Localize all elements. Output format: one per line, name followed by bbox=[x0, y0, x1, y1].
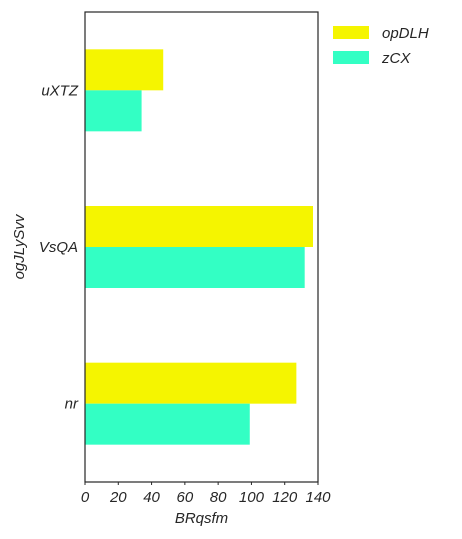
x-tick-label: 80 bbox=[210, 489, 227, 506]
bar-opDLH-nr bbox=[85, 362, 297, 404]
legend-swatch-zCX bbox=[333, 51, 369, 64]
x-tick-label: 140 bbox=[305, 489, 331, 506]
bar-zCX-nr bbox=[85, 403, 250, 445]
bar-opDLH-uXTZ bbox=[85, 49, 164, 91]
bar-zCX-VsQA bbox=[85, 247, 305, 288]
legend: opDLH zCX bbox=[333, 25, 429, 67]
legend-label-opDLH: opDLH bbox=[382, 25, 429, 42]
bar-opDLH-VsQA bbox=[85, 206, 314, 247]
bars-group bbox=[85, 49, 314, 445]
y-tick-label: uXTZ bbox=[41, 82, 79, 99]
plot-frame bbox=[84, 11, 319, 483]
x-tick-label: 60 bbox=[177, 489, 194, 506]
bar-zCX-uXTZ bbox=[85, 90, 142, 132]
y-tick-label: VsQA bbox=[39, 239, 78, 256]
x-tick-label: 20 bbox=[109, 489, 127, 506]
x-tick-label: 40 bbox=[143, 489, 160, 506]
x-axis-ticks: 0 20 40 60 80 100 120 140 bbox=[81, 482, 331, 506]
x-tick-label: 100 bbox=[239, 489, 265, 506]
legend-swatch-opDLH bbox=[333, 26, 369, 39]
x-axis-label: BRqsfm bbox=[175, 510, 228, 527]
y-axis-ticks: uXTZ VsQA nr bbox=[39, 82, 79, 412]
y-tick-label: nr bbox=[65, 396, 79, 413]
x-tick-label: 120 bbox=[272, 489, 298, 506]
x-tick-label: 0 bbox=[81, 489, 90, 506]
legend-label-zCX: zCX bbox=[381, 50, 411, 67]
y-axis-label: ogJLySvv bbox=[11, 213, 28, 279]
